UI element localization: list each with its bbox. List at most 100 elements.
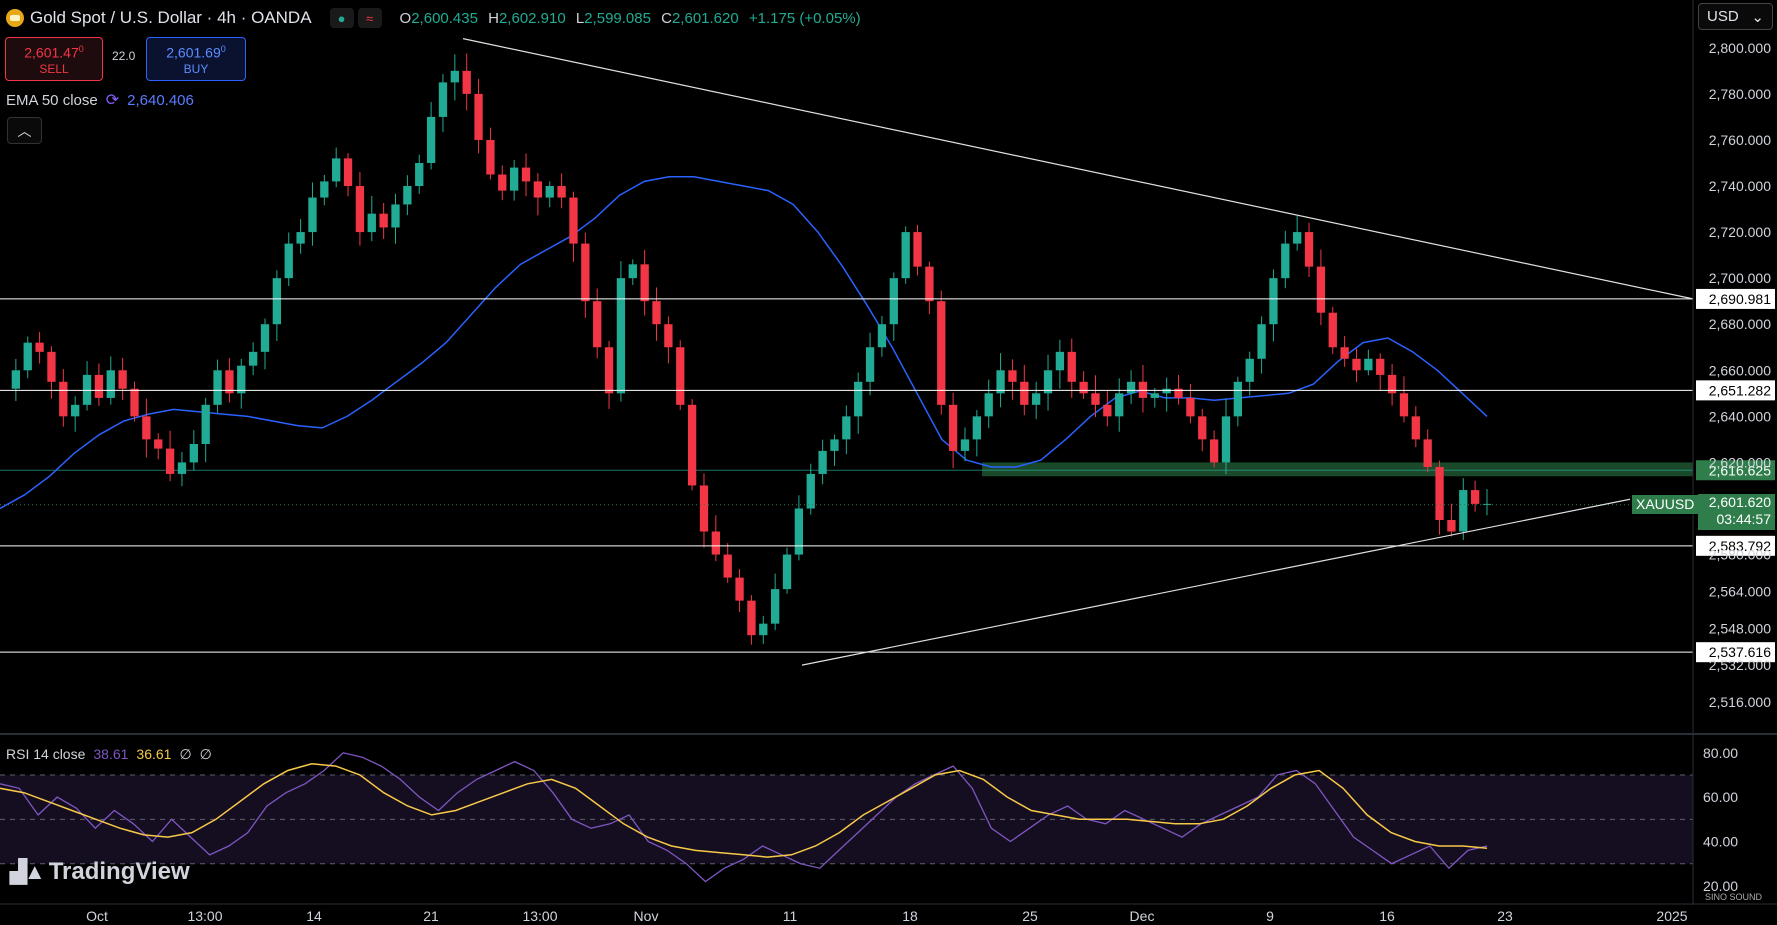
ascending-trendline[interactable] (801, 498, 1631, 666)
candle-body (1055, 351, 1065, 371)
candle-body (308, 197, 317, 233)
x-tick-label: 14 (306, 908, 322, 924)
wave-icon[interactable]: ≈ (357, 8, 382, 28)
candle-body (332, 158, 341, 182)
rsi-line (0, 752, 1488, 883)
ohlc-values: O2,600.435 H2,602.910 L2,599.085 C2,601.… (400, 10, 867, 27)
gold-symbol-icon (6, 9, 24, 27)
candle-body (1162, 388, 1171, 394)
x-tick-label: 25 (1022, 908, 1038, 924)
sino-sound-watermark: SINO SOUND (1705, 892, 1763, 902)
y-tick-label: 2,760.000 (1709, 132, 1771, 148)
tradingview-logo[interactable]: ▟▲ TradingView (10, 858, 190, 886)
x-tick-label: 16 (1379, 908, 1395, 924)
x-tick-label: 18 (902, 908, 918, 924)
candle-body (1233, 381, 1243, 417)
candle-body (1103, 404, 1112, 417)
candle-body (1304, 232, 1314, 267)
candle-body (248, 351, 258, 366)
ema-legend[interactable]: EMA 50 close ⟳ 2,640.406 (6, 90, 194, 110)
candle-body (699, 485, 709, 532)
candle-body (569, 197, 578, 244)
candle-body (474, 93, 483, 140)
candle-body (735, 577, 744, 601)
currency-selector[interactable]: USD ⌄ (1698, 3, 1773, 30)
sell-price: 2,601.47 (24, 44, 79, 61)
candle-body (925, 266, 934, 302)
candle-body (1138, 381, 1148, 398)
rsi-ma-value: 36.61 (136, 746, 172, 762)
y-tick-label: 2,620.000 (1709, 454, 1771, 470)
x-tick-label: 13:00 (187, 908, 222, 924)
buy-button[interactable]: 2,601.690 BUY (146, 37, 246, 81)
last-price: 2,601.620 (1708, 494, 1771, 510)
candle-body (379, 213, 388, 228)
candle-body (640, 264, 649, 302)
candle-body (1459, 490, 1468, 532)
y-tick-label: 2,700.000 (1709, 270, 1771, 286)
candle-body (1387, 374, 1397, 394)
level-price-tag (1696, 535, 1775, 556)
rsi-extra-2: ∅ (199, 746, 212, 762)
candle-body (1423, 439, 1432, 468)
sell-button[interactable]: 2,601.470 SELL (5, 37, 103, 81)
candle-body (23, 342, 32, 371)
candle-body (628, 264, 637, 279)
candle-body (1328, 312, 1337, 348)
level-price-label: 2,537.616 (1709, 644, 1771, 660)
high-label: H (488, 9, 499, 27)
sell-label: SELL (39, 61, 69, 76)
candle-body (426, 116, 436, 163)
candle-body (664, 324, 673, 348)
y-tick-label: 2,780.000 (1709, 86, 1771, 102)
buy-price-sup: 0 (220, 44, 226, 55)
candle-body (201, 404, 210, 444)
low-value: 2,599.085 (584, 9, 651, 27)
candle-body (320, 181, 329, 198)
candle-body (818, 450, 827, 474)
candle-body (403, 186, 412, 205)
y-tick-label: 2,660.000 (1709, 362, 1771, 378)
buy-price: 2,601.69 (166, 44, 221, 61)
support-zone (982, 462, 1693, 477)
symbol-title[interactable]: Gold Spot / U.S. Dollar · 4h · OANDA (30, 8, 312, 27)
candle-body (1411, 416, 1420, 440)
chevron-up-icon: ︿ (17, 122, 32, 139)
candle-body (1364, 358, 1373, 371)
candle-body (830, 439, 839, 451)
candle-body (272, 278, 282, 325)
refresh-icon[interactable]: ⟳ (105, 92, 120, 109)
y-tick-label: 2,580.000 (1709, 547, 1771, 563)
candle-body (415, 162, 424, 187)
candle-body (438, 82, 448, 117)
candle-body (47, 351, 56, 382)
candle-body (877, 324, 887, 348)
status-dot-icon[interactable]: ● (329, 8, 354, 28)
chevron-down-icon: ⌄ (1751, 8, 1764, 26)
x-tick-label: 13:00 (522, 908, 557, 924)
collapse-legend-button[interactable]: ︿ (7, 117, 42, 144)
x-tick-label: Nov (634, 908, 659, 924)
candle-body (1269, 278, 1278, 325)
candle-body (794, 508, 804, 555)
candle-body (296, 232, 305, 244)
y-tick-label: 2,800.000 (1709, 40, 1771, 56)
y-tick-label: 2,740.000 (1709, 178, 1771, 194)
candle-body (581, 243, 590, 302)
candle-body (462, 70, 471, 94)
candle-body (782, 554, 792, 590)
candle-body (1293, 232, 1302, 244)
bar-countdown: 03:44:57 (1716, 511, 1772, 527)
change-value: +1.175 (+0.05%) (748, 9, 861, 27)
candle-body (1376, 358, 1385, 375)
candle-body (842, 416, 851, 440)
candle-body (59, 381, 68, 417)
descending-trendline[interactable] (462, 38, 1694, 300)
candle-body (1209, 439, 1219, 463)
candle-body (35, 342, 44, 352)
rsi-legend[interactable]: RSI 14 close 38.61 36.61 ∅ ∅ (6, 746, 212, 763)
candle-body (237, 365, 246, 394)
rsi-name: RSI 14 close (6, 746, 86, 762)
y-tick-label: 2,532.000 (1709, 657, 1771, 673)
